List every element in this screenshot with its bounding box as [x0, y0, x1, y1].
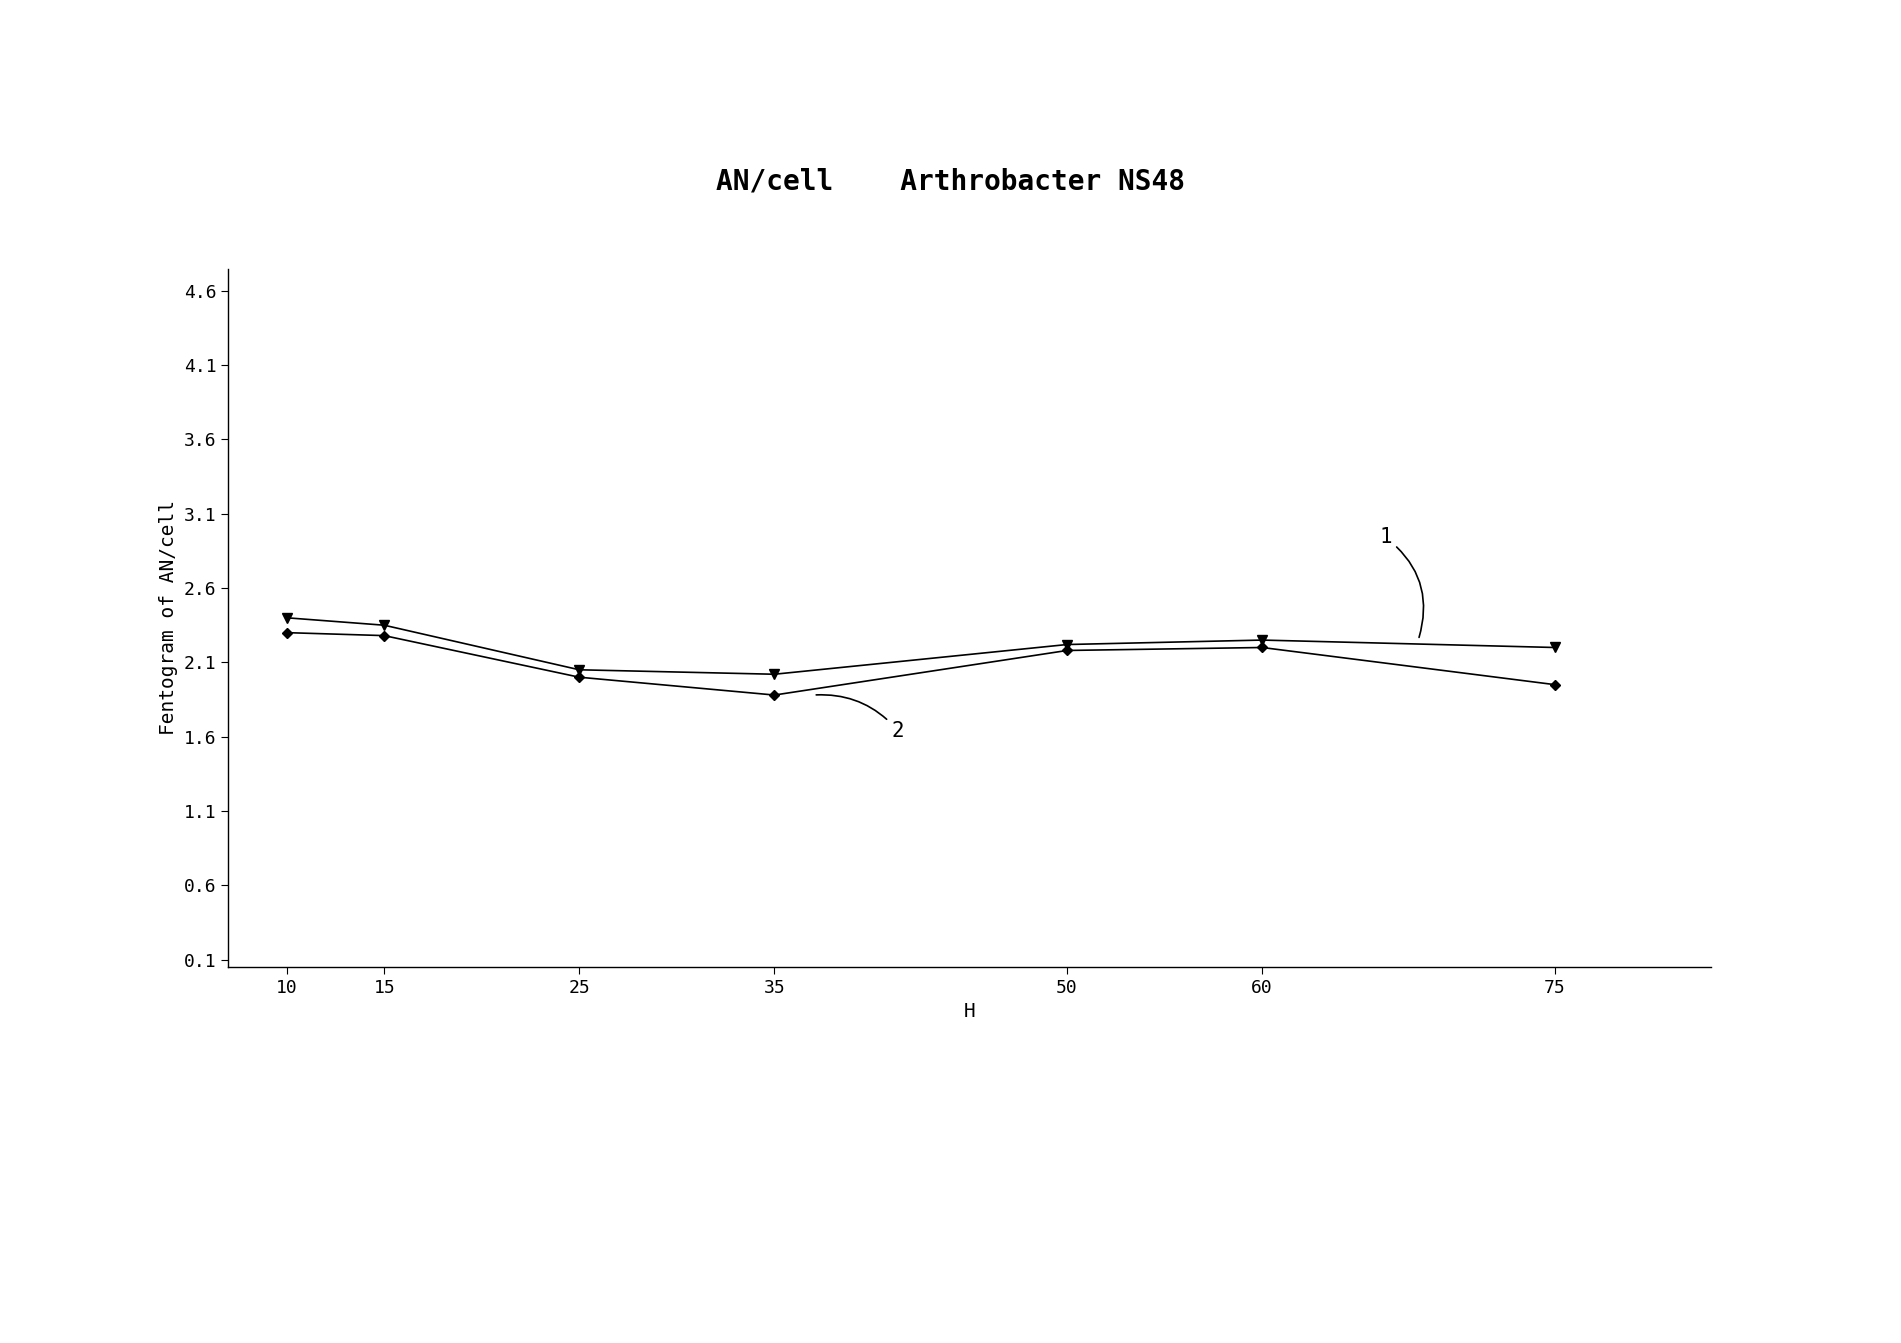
Text: 2: 2	[816, 694, 905, 740]
Text: 1: 1	[1380, 528, 1424, 638]
Text: AN/cell    Arthrobacter NS48: AN/cell Arthrobacter NS48	[717, 168, 1184, 195]
Y-axis label: Fentogram of AN/cell: Fentogram of AN/cell	[160, 501, 179, 735]
X-axis label: H: H	[964, 1002, 975, 1021]
